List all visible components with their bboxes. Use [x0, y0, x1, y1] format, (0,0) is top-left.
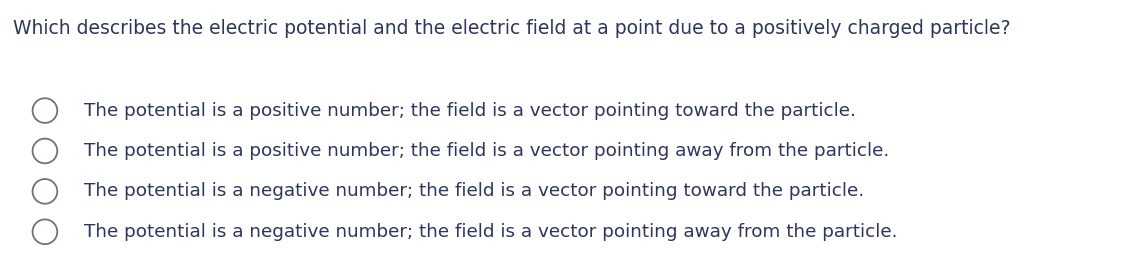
- Text: The potential is a negative number; the field is a vector pointing away from the: The potential is a negative number; the …: [84, 223, 897, 241]
- Text: Which describes the electric potential and the electric field at a point due to : Which describes the electric potential a…: [13, 19, 1011, 38]
- Text: The potential is a positive number; the field is a vector pointing toward the pa: The potential is a positive number; the …: [84, 102, 856, 120]
- Text: The potential is a negative number; the field is a vector pointing toward the pa: The potential is a negative number; the …: [84, 182, 865, 200]
- Text: The potential is a positive number; the field is a vector pointing away from the: The potential is a positive number; the …: [84, 142, 889, 160]
